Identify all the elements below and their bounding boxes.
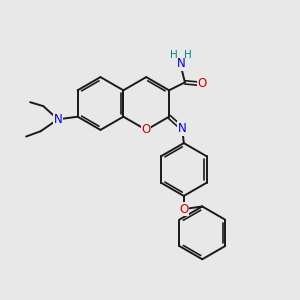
Text: H: H xyxy=(170,50,178,60)
Text: N: N xyxy=(53,113,62,126)
Text: O: O xyxy=(179,202,188,216)
Text: O: O xyxy=(198,77,207,90)
Text: N: N xyxy=(177,57,185,70)
Text: N: N xyxy=(178,122,187,135)
Text: O: O xyxy=(142,123,151,136)
Text: H: H xyxy=(184,50,191,60)
